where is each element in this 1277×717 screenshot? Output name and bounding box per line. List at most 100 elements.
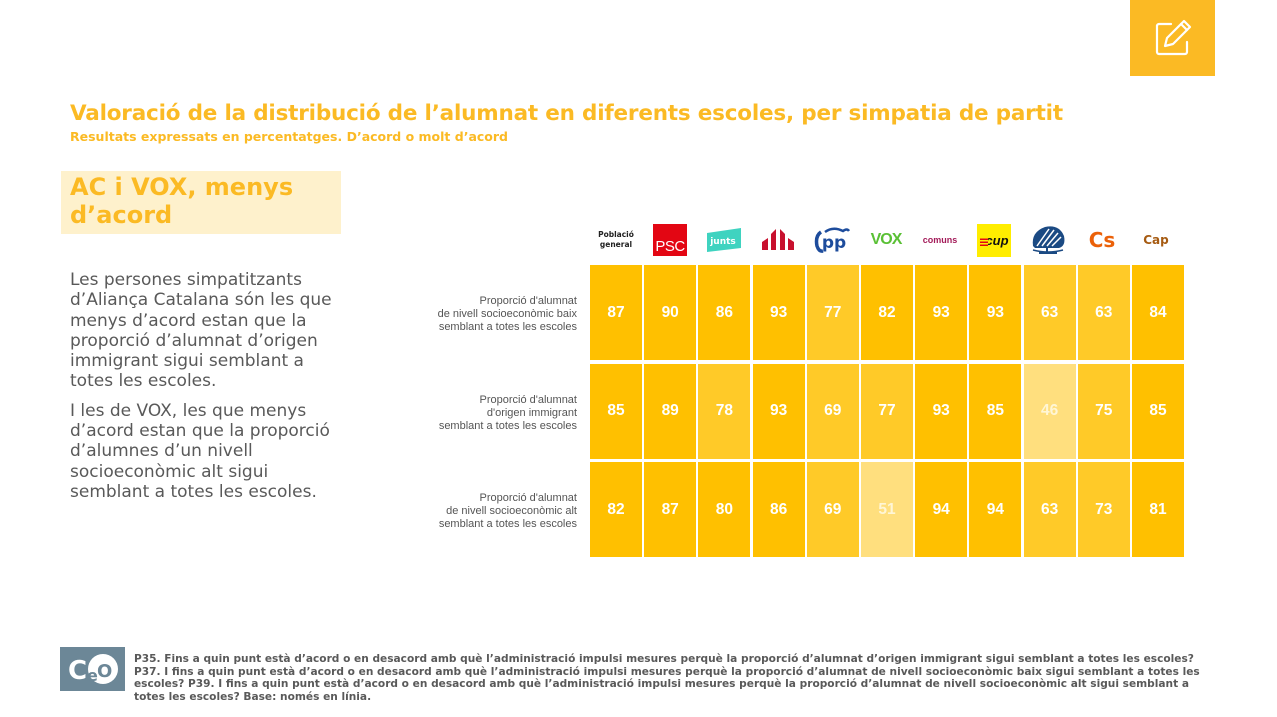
cell-value-label: 77 xyxy=(878,402,896,419)
cell-value-label: 89 xyxy=(661,402,679,419)
cell-value-label: 81 xyxy=(1149,500,1167,518)
heatmap-cell-cup: 94 xyxy=(969,462,1022,557)
heatmap-cell-psc: 89 xyxy=(644,363,697,459)
general-label: Població general xyxy=(598,230,634,249)
edit-button[interactable] xyxy=(1130,0,1215,76)
alianca-catalana-logo-icon xyxy=(1022,222,1074,258)
heatmap-cell-junts: 86 xyxy=(698,265,751,360)
heatmap-cell-ac: 63 xyxy=(1023,265,1076,360)
row-label: Proporció d'alumnat de nivell socioeconò… xyxy=(377,295,577,334)
heatmap-cell-junts: 80 xyxy=(698,462,751,557)
cell-value-label: 86 xyxy=(715,303,734,321)
heatmap-cell-erc: 86 xyxy=(752,462,805,557)
heatmap-cell-cup: 93 xyxy=(969,265,1022,360)
row-label: Proporció d'alumnat de nivell socioeconò… xyxy=(377,492,577,531)
row-label-line: Proporció d'alumnat xyxy=(479,394,578,406)
vox-logo-text: VOX xyxy=(870,231,903,248)
column-header-general: Població general xyxy=(590,222,642,258)
cs-logo-text: Cs xyxy=(1088,228,1116,252)
row-label-line: semblant a totes les escoles xyxy=(438,518,577,530)
summary-paragraph: I les de VOX, les que menys d’acord esta… xyxy=(70,400,330,502)
heatmap-cell-cs: 63 xyxy=(1077,265,1130,360)
cell-value-label: 75 xyxy=(1095,402,1113,419)
heatmap-cell-ac: 46 xyxy=(1023,363,1076,459)
cell-value-label: 93 xyxy=(932,303,950,321)
ceo-logo-icon: C e O xyxy=(68,654,118,686)
cell-value-label: 51 xyxy=(878,500,896,518)
cell-value-label: 87 xyxy=(607,303,625,321)
psc-logo-text: PSC xyxy=(653,224,687,256)
heatmap-cell-cap: 85 xyxy=(1132,363,1184,459)
cell-value-label: 82 xyxy=(878,303,896,321)
heatmap-cell-cs: 75 xyxy=(1077,363,1130,459)
heatmap-cell-ac: 63 xyxy=(1023,462,1076,557)
cell-value-label: 82 xyxy=(607,500,625,518)
row-label-line: Proporció d'alumnat xyxy=(479,492,578,504)
heatmap-cell-cup: 85 xyxy=(969,363,1022,459)
cell-value-label: 93 xyxy=(986,303,1005,321)
heatmap-cell-comuns: 94 xyxy=(915,462,968,557)
svg-text:e: e xyxy=(87,666,98,685)
cs-logo-icon: Cs xyxy=(1076,222,1128,258)
heatmap-cell-general: 87 xyxy=(590,265,642,360)
pp-logo-icon: pp xyxy=(806,222,858,258)
edit-pencil-icon xyxy=(1155,19,1191,56)
summary-paragraph: Les persones simpatitzants d’Aliança Cat… xyxy=(70,270,332,392)
cell-value-label: 94 xyxy=(932,500,950,518)
cell-value-label: 78 xyxy=(715,402,734,419)
headline-highlight xyxy=(61,171,341,234)
erc-logo-icon xyxy=(752,222,804,258)
cell-value-label: 85 xyxy=(607,402,625,419)
cell-value-label: 73 xyxy=(1095,500,1113,518)
page-subtitle: Resultats expressats en percentatges. D’… xyxy=(70,129,509,144)
row-label-line: semblant a totes les escoles xyxy=(438,420,577,432)
vox-logo-icon: VOX xyxy=(860,222,912,258)
cell-value-label: 63 xyxy=(1040,500,1059,518)
cell-value-label: 77 xyxy=(824,303,842,321)
heatmap-cell-general: 82 xyxy=(590,462,642,557)
heatmap-cell-cs: 73 xyxy=(1077,462,1130,557)
cell-value-label: 90 xyxy=(661,303,679,321)
heatmap-cell-erc: 93 xyxy=(752,265,805,360)
headline: AC i VOX, menys d’acord xyxy=(70,173,294,229)
cell-value-label: 80 xyxy=(715,500,734,518)
heatmap-cell-vox: 51 xyxy=(861,462,913,557)
row-label-line: Proporció d'alumnat xyxy=(479,295,578,307)
psc-logo-icon: PSC xyxy=(644,222,696,258)
cell-value-label: 46 xyxy=(1040,402,1059,419)
heatmap-cell-vox: 77 xyxy=(861,363,913,459)
row-label: Proporció d'alumnat d'origen immigrant s… xyxy=(377,394,577,433)
heatmap-cell-pp: 77 xyxy=(806,265,859,360)
cell-value-label: 87 xyxy=(661,500,679,518)
comuns-logo-icon: comuns xyxy=(914,222,966,258)
cap-label-text: Cap xyxy=(1143,233,1169,247)
heatmap-cell-comuns: 93 xyxy=(915,363,968,459)
heatmap-cell-comuns: 93 xyxy=(915,265,968,360)
cell-value-label: 94 xyxy=(986,500,1005,518)
heatmap-cell-vox: 82 xyxy=(861,265,913,360)
row-label-line: de nivell socioeconòmic baix xyxy=(437,308,577,320)
heatmap-cell-psc: 90 xyxy=(644,265,697,360)
heatmap-cell-pp: 69 xyxy=(806,462,859,557)
svg-text:junts: junts xyxy=(709,237,736,247)
cap-label: Cap xyxy=(1130,222,1182,258)
cup-logo-text: cup xyxy=(985,232,1009,248)
row-label-line: semblant a totes les escoles xyxy=(438,321,577,333)
svg-text:pp: pp xyxy=(822,233,846,253)
heatmap-cell-cap: 84 xyxy=(1132,265,1184,360)
cell-value-label: 86 xyxy=(769,500,788,518)
cell-value-label: 63 xyxy=(1040,303,1059,321)
heatmap-cell-pp: 69 xyxy=(806,363,859,459)
cell-value-label: 69 xyxy=(824,402,842,419)
row-label-line: d'origen immigrant xyxy=(486,407,577,419)
cell-value-label: 85 xyxy=(986,402,1005,419)
heatmap-cell-general: 85 xyxy=(590,363,642,459)
summary-text: Les persones simpatitzants d’Aliança Cat… xyxy=(70,270,340,511)
cell-value-label: 63 xyxy=(1095,303,1113,321)
cell-value-label: 93 xyxy=(932,402,950,419)
comuns-logo-text: comuns xyxy=(922,235,958,245)
ceo-logo: C e O xyxy=(60,647,125,691)
cell-value-label: 93 xyxy=(769,303,788,321)
cell-value-label: 93 xyxy=(769,402,788,419)
svg-text:O: O xyxy=(97,661,112,682)
